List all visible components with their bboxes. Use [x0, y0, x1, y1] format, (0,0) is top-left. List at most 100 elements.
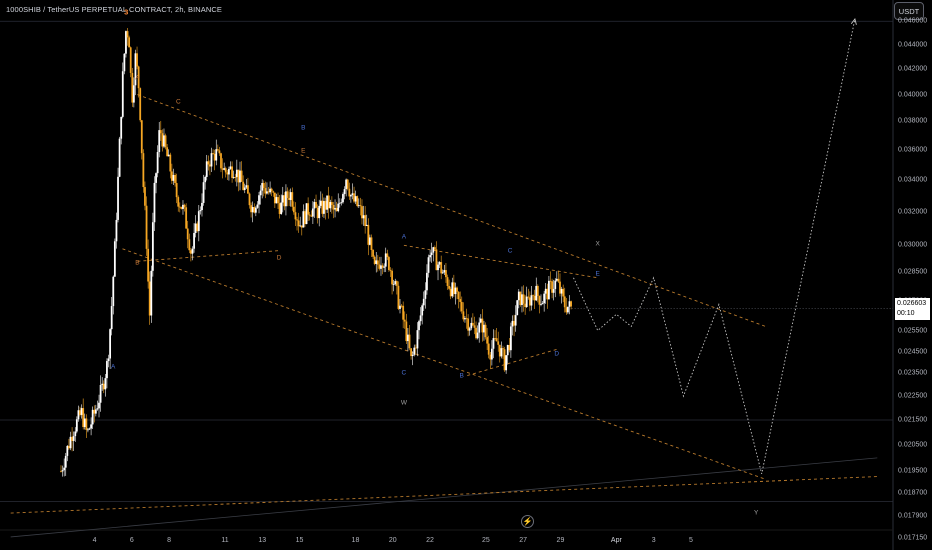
candle-body: [402, 305, 405, 320]
candle-body: [437, 264, 439, 271]
candle-body: [490, 348, 493, 360]
candle-body: [484, 324, 487, 338]
candle-body: [113, 241, 116, 277]
wave-label: B: [459, 372, 464, 380]
candle-body: [64, 455, 67, 468]
last-price-value: 0.026603: [897, 300, 927, 307]
candle-body: [125, 31, 127, 54]
candle-body: [156, 152, 159, 174]
x-tick-label: 27: [519, 537, 528, 544]
candle-body: [109, 329, 112, 359]
candle-body: [221, 168, 224, 170]
candle-body: [132, 85, 135, 103]
candle-body: [300, 225, 303, 228]
bolt-icon[interactable]: ⚡: [521, 515, 534, 528]
candle-body: [275, 197, 278, 204]
candle-body: [117, 176, 119, 220]
candle-body: [430, 252, 433, 256]
candle-body: [307, 203, 310, 215]
candle-body: [540, 304, 542, 306]
candle-body: [329, 202, 332, 209]
candle-body: [543, 293, 546, 304]
wave-label: X: [595, 240, 600, 248]
candle-body: [432, 247, 435, 253]
candle-body: [278, 203, 281, 214]
candle-body: [185, 207, 188, 229]
y-tick-label: 0.017900: [898, 512, 928, 520]
candle-body: [297, 220, 300, 227]
candle-body: [235, 169, 238, 178]
candle-body: [557, 278, 560, 282]
currency-unit-button[interactable]: USDT: [894, 2, 924, 20]
candle-body: [209, 164, 211, 167]
candle-body: [337, 203, 340, 212]
candle-body: [251, 207, 254, 213]
candle-body: [448, 286, 451, 289]
candle-body: [82, 408, 85, 428]
candle-body: [243, 187, 246, 190]
y-tick-label: 0.034000: [898, 176, 928, 184]
candle-body: [389, 269, 392, 271]
y-tick-label: 0.044000: [898, 41, 928, 49]
x-tick-label: 22: [426, 537, 434, 544]
wave-label: W: [400, 399, 407, 407]
candle-body: [570, 301, 572, 307]
candle-body: [61, 470, 64, 472]
candle-body: [145, 205, 148, 249]
candle-body: [462, 311, 465, 320]
candle-body: [93, 409, 96, 414]
candle-body: [72, 436, 75, 441]
candle-body: [79, 410, 81, 415]
candle-body: [180, 206, 183, 209]
candle-body: [548, 280, 550, 300]
candle-body: [194, 223, 197, 233]
candle-body: [335, 208, 338, 212]
x-tick-label: 3: [651, 537, 656, 544]
y-tick-label: 0.046000: [898, 17, 928, 25]
candle-body: [487, 343, 490, 355]
candle-body: [277, 197, 279, 204]
candle-body: [232, 177, 235, 178]
candle-body: [158, 130, 161, 153]
candle-body: [471, 322, 474, 326]
candle-body: [112, 276, 115, 307]
candle-body: [148, 281, 151, 316]
wave-label: A: [111, 363, 116, 371]
candle-body: [266, 191, 268, 194]
candle-body: [535, 285, 538, 301]
candle-body: [139, 88, 142, 121]
candle-body: [229, 166, 232, 169]
candle-body: [308, 214, 311, 216]
candle-body: [345, 179, 348, 190]
y-tick-label: 0.032000: [898, 208, 928, 215]
candle-body: [128, 37, 131, 48]
candle-body: [197, 211, 200, 232]
candle-body: [391, 270, 393, 285]
candle-body: [242, 181, 245, 190]
candle-body: [559, 281, 561, 294]
candle-body: [110, 306, 113, 330]
candle-body: [153, 182, 156, 223]
candle-body: [259, 190, 262, 196]
y-tick-label: 0.017150: [898, 534, 928, 542]
candle-body: [267, 191, 270, 193]
candle-body: [202, 182, 205, 203]
candle-body: [394, 281, 397, 285]
candle-body: [522, 294, 525, 304]
candle-body: [215, 149, 218, 161]
candle-body: [435, 249, 438, 271]
candle-body: [486, 337, 489, 344]
candle-body: [388, 257, 390, 270]
candle-body: [101, 383, 104, 386]
candle-body: [144, 187, 146, 206]
y-tick-label: 0.028500: [898, 268, 928, 276]
candle-body: [167, 154, 170, 157]
candle-body: [365, 224, 368, 227]
candle-body: [445, 270, 447, 278]
candle-body: [475, 327, 477, 339]
candle-body: [305, 203, 308, 225]
candle-body: [107, 358, 110, 362]
candle-body: [517, 291, 520, 301]
candle-body: [126, 31, 129, 38]
